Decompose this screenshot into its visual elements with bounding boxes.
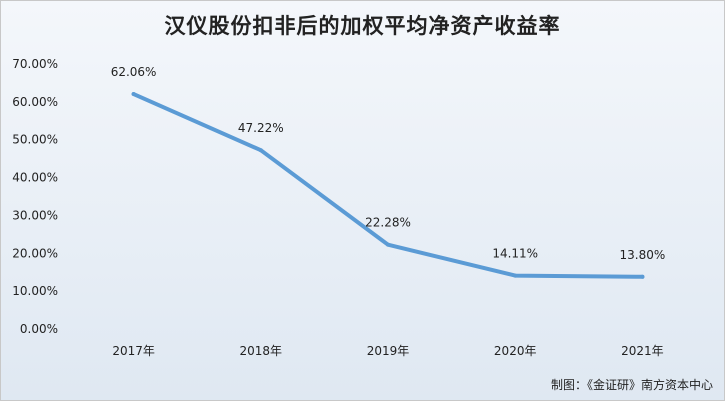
y-tick-label: 40.00% [12,171,58,185]
source-note: 制图：《金证研》南方资本中心 [550,378,713,392]
series-group [131,92,645,279]
data-label: 14.11% [492,247,538,261]
data-point [513,273,518,278]
y-tick-label: 70.00% [12,57,58,71]
data-point [386,242,390,247]
y-axis-ticks: 0.00% 10.00% 20.00% 30.00% 40.00% 50.00% 60.00… [12,57,58,336]
x-tick-label: 2017年 [112,344,155,358]
chart-title: 汉仪股份扣非后的加权平均净资产收益率 [164,14,561,38]
y-tick-label: 30.00% [12,208,58,222]
y-tick-label: 60.00% [12,95,58,109]
y-tick-label: 10.00% [12,284,58,298]
data-label: 47.22% [238,121,284,135]
data-label: 62.06% [111,65,157,79]
x-tick-label: 2020年 [494,344,537,358]
data-label: 13.80% [620,248,666,262]
y-tick-label: 50.00% [12,133,58,147]
data-label: 22.28% [365,216,411,230]
x-tick-label: 2018年 [240,344,283,358]
data-point [131,92,136,97]
data-labels: 62.06% 47.22% 22.28% 14.11% 13.80% [111,65,666,262]
y-tick-label: 0.00% [20,322,58,336]
series-line [131,92,645,279]
x-tick-label: 2021年 [621,344,664,358]
y-tick-label: 20.00% [12,246,58,260]
x-axis-ticks: 2017年 2018年 2019年 2020年 2021年 [112,344,663,358]
x-tick-label: 2019年 [367,344,410,358]
data-point [640,274,645,279]
data-point [258,148,263,153]
